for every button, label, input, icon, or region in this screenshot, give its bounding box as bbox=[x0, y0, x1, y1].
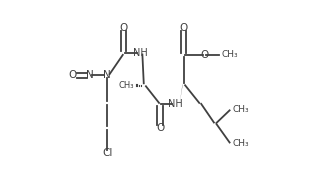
Text: O: O bbox=[68, 70, 77, 81]
Text: N: N bbox=[103, 70, 111, 81]
Text: CH₃: CH₃ bbox=[232, 139, 249, 148]
Text: N: N bbox=[86, 70, 93, 81]
Text: O: O bbox=[120, 23, 128, 34]
Text: O: O bbox=[179, 23, 188, 34]
Text: Cl: Cl bbox=[102, 148, 112, 158]
Text: NH: NH bbox=[133, 48, 148, 58]
Polygon shape bbox=[180, 84, 183, 104]
Text: CH₃: CH₃ bbox=[222, 50, 238, 59]
Text: O: O bbox=[156, 123, 164, 133]
Text: CH₃: CH₃ bbox=[232, 105, 249, 114]
Text: CH₃: CH₃ bbox=[118, 81, 134, 90]
Text: O: O bbox=[200, 50, 208, 60]
Text: NH: NH bbox=[168, 99, 183, 109]
